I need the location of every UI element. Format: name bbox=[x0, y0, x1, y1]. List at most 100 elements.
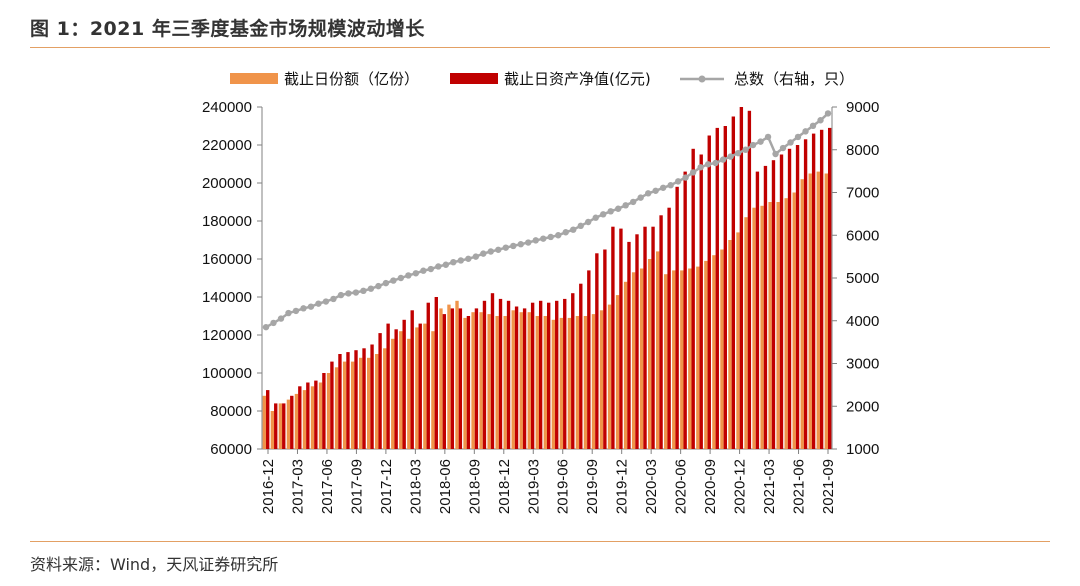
fund-count-point bbox=[697, 164, 704, 171]
bar-shares bbox=[431, 331, 435, 449]
fund-count-point bbox=[480, 250, 487, 257]
fund-count-point bbox=[682, 174, 689, 181]
x-tick-label: 2021-09 bbox=[820, 459, 837, 514]
fund-count-point bbox=[442, 261, 450, 268]
fund-count-point bbox=[674, 178, 682, 185]
bar-shares bbox=[816, 171, 820, 449]
fund-count-point bbox=[817, 117, 824, 124]
bottom-rule bbox=[30, 541, 1050, 542]
bar-shares bbox=[455, 300, 459, 449]
bar-nav bbox=[603, 249, 607, 449]
fund-count-point bbox=[772, 150, 779, 158]
bar-shares bbox=[511, 310, 515, 449]
right-tick-label: 8000 bbox=[846, 142, 879, 159]
bar-shares bbox=[776, 202, 780, 449]
left-tick-label: 160000 bbox=[202, 251, 252, 268]
bar-nav bbox=[667, 207, 671, 449]
bar-shares bbox=[784, 198, 788, 449]
fund-count-point bbox=[614, 205, 622, 212]
bar-shares bbox=[720, 249, 724, 449]
fund-count-point bbox=[585, 218, 592, 226]
bar-shares bbox=[736, 232, 740, 449]
right-tick-label: 1000 bbox=[846, 441, 879, 458]
fund-count-point bbox=[510, 242, 517, 250]
bar-shares bbox=[728, 240, 732, 449]
bar-nav bbox=[290, 395, 294, 449]
fund-count-point bbox=[764, 133, 772, 141]
bar-nav bbox=[547, 302, 551, 449]
bar-shares bbox=[824, 173, 828, 449]
bar-nav bbox=[274, 403, 278, 449]
fund-count-point bbox=[667, 182, 674, 189]
bar-shares bbox=[487, 314, 491, 449]
fund-count-point bbox=[794, 133, 802, 141]
bar-nav bbox=[490, 293, 495, 449]
bar-shares bbox=[439, 308, 443, 449]
bar-nav bbox=[587, 270, 591, 449]
bar-nav bbox=[795, 145, 800, 449]
legend-swatch bbox=[230, 73, 278, 84]
fund-count-point bbox=[600, 211, 607, 218]
bar-nav bbox=[739, 107, 744, 449]
fund-count-point bbox=[472, 253, 480, 260]
bar-nav bbox=[827, 127, 832, 450]
fund-count-point bbox=[607, 208, 614, 215]
left-tick-label: 240000 bbox=[202, 99, 252, 116]
x-tick-label: 2019-06 bbox=[555, 459, 572, 514]
bar-nav bbox=[402, 319, 406, 449]
bar-shares bbox=[792, 192, 796, 449]
legend: 截止日份额（亿份） 截止日资产净值(亿元) 总数（右轴，只） bbox=[230, 70, 854, 88]
bar-shares bbox=[463, 317, 467, 449]
bar-shares bbox=[318, 382, 323, 449]
legend-label: 截止日资产净值(亿元) bbox=[504, 70, 651, 88]
fund-count-point bbox=[495, 246, 502, 253]
bar-shares bbox=[680, 270, 684, 449]
left-tick-label: 200000 bbox=[202, 175, 252, 192]
bar-nav bbox=[707, 135, 711, 449]
fund-count-point bbox=[644, 190, 652, 197]
fund-count-point bbox=[704, 161, 712, 168]
bar-nav bbox=[571, 293, 575, 449]
bar-nav bbox=[498, 298, 503, 449]
bar-shares bbox=[310, 386, 315, 449]
fund-count-point bbox=[330, 295, 337, 303]
fund-count-point bbox=[375, 282, 382, 290]
fund-count-point bbox=[824, 110, 832, 117]
fund-count-point bbox=[525, 239, 532, 246]
x-tick-label: 2017-03 bbox=[289, 459, 306, 514]
fund-count-point bbox=[285, 309, 292, 317]
x-tick-label: 2018-06 bbox=[437, 459, 454, 514]
fund-count-point bbox=[809, 122, 817, 130]
fund-count-point bbox=[502, 244, 509, 251]
fund-count-point bbox=[547, 233, 554, 241]
bar-nav bbox=[595, 253, 599, 449]
fund-count-point bbox=[465, 255, 472, 262]
bar-nav bbox=[715, 127, 719, 450]
fund-count-point bbox=[712, 159, 719, 167]
bar-nav bbox=[683, 171, 687, 449]
bar-nav bbox=[418, 323, 422, 449]
bar-nav bbox=[723, 126, 727, 449]
bar-shares bbox=[672, 270, 676, 449]
bar-nav bbox=[579, 283, 583, 449]
right-tick-label: 4000 bbox=[846, 313, 879, 330]
x-tick-label: 2019-09 bbox=[584, 459, 601, 514]
legend-swatch-marker bbox=[698, 75, 706, 83]
x-tick-label: 2020-06 bbox=[673, 459, 690, 514]
fund-count-point bbox=[787, 139, 794, 146]
bar-nav bbox=[619, 228, 623, 449]
right-tick-label: 6000 bbox=[846, 227, 879, 244]
bar-shares bbox=[375, 354, 379, 449]
bar-nav bbox=[555, 300, 559, 449]
bar-nav bbox=[506, 300, 511, 449]
fund-count-point bbox=[315, 300, 322, 307]
x-tick-label: 2017-12 bbox=[378, 459, 395, 514]
bar-nav bbox=[779, 154, 784, 449]
fund-count-point bbox=[457, 257, 465, 264]
bar-shares bbox=[591, 314, 596, 449]
x-tick-label: 2019-03 bbox=[525, 459, 542, 514]
fund-count-point bbox=[262, 323, 270, 331]
bar-shares bbox=[583, 316, 588, 449]
bar-shares bbox=[639, 268, 644, 449]
bar-nav bbox=[306, 382, 310, 449]
